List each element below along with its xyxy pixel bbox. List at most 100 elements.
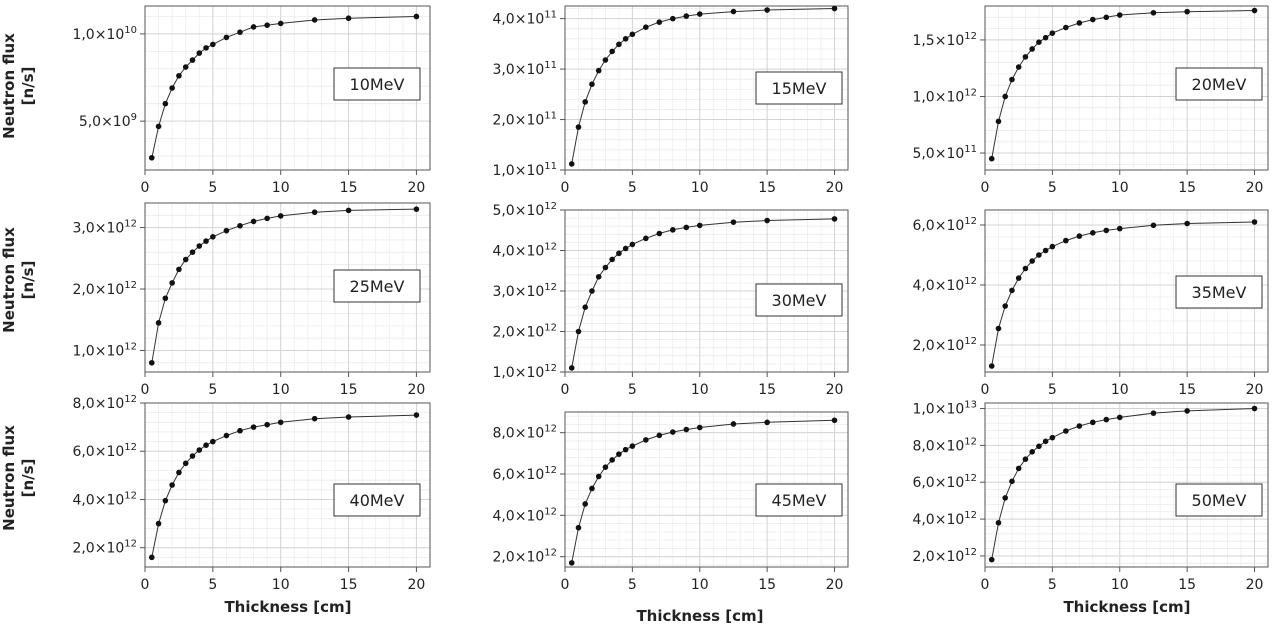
data-point [1090,419,1096,426]
y-tick-label: 8,0×1012 [912,436,977,454]
y-tick-label: 1,0×1012 [492,363,557,381]
data-point [609,457,615,463]
x-tick-label: 5 [1048,382,1057,398]
data-point [1103,14,1110,21]
data-point [311,209,318,216]
data-point [602,264,609,271]
x-tick-label: 20 [408,180,426,196]
data-point [210,234,216,240]
energy-label: 25MeV [350,277,405,296]
x-tick-label: 15 [340,180,358,196]
panel-45MeV: 0 5 10 15 20 2,0×1012 4,0×1012 6,0×1012 8,0×1012… [492,411,849,593]
series-line [571,8,835,164]
x-tick-label: 10 [1111,577,1129,593]
data-point [643,437,649,443]
panel-25MeV: 0 5 10 15 20 1,0×1012 2,0×1012 3,0×1012 25MeV [72,202,431,398]
x-tick-label: 5 [628,382,637,398]
data-point [670,15,676,22]
data-point [1042,247,1049,254]
y-tick-label: 1,0×1011 [492,161,557,179]
plot-frame [984,209,1269,373]
data-point [196,447,203,453]
data-point [345,207,352,214]
x-tick-label: 0 [981,577,990,593]
data-point [609,48,615,55]
data-point [196,50,203,56]
data-point [1049,243,1056,250]
data-point [589,485,595,492]
data-point [148,554,155,561]
data-point [223,432,230,439]
series-line [151,16,417,158]
y-tick-label: 4,0×1012 [72,490,137,508]
y-tick-label: 5,0×1012 [492,201,557,219]
data-point [264,22,270,28]
data-point [616,451,622,457]
panel-40MeV: 0 5 10 15 20 2,0×1012 4,0×1012 6,0×1012 8,0×1012… [72,394,431,593]
data-point [988,363,995,369]
data-point [413,412,420,418]
data-point [1251,219,1258,225]
data-point [622,446,629,453]
y-tick-label: 5,0×1011 [912,144,977,162]
x-tick-label: 0 [561,180,570,196]
data-point [413,206,420,212]
data-point [1022,265,1029,272]
data-point [155,123,162,130]
x-tick-label: 5 [1048,577,1057,593]
energy-label-box [755,283,843,317]
data-point [210,438,216,445]
x-tick-label: 15 [340,382,358,398]
data-point [250,218,257,225]
data-point [176,266,182,273]
panel-30MeV: 0 5 10 15 20 1,0×1012 2,0×1012 3,0×1012 4,0×1012… [492,201,849,398]
plot-frame [984,5,1269,171]
data-point [203,442,209,449]
y-tick-label: 1,0×1012 [72,341,137,359]
x-tick-label: 10 [691,180,709,196]
data-point [155,320,162,326]
data-point [182,460,189,467]
y-tick-label: 3,0×1012 [72,219,137,237]
x-tick-label: 5 [208,382,217,398]
plot-frame [144,5,431,171]
data-point [1150,222,1157,229]
y-tick-label: 8,0×1012 [72,394,137,412]
y-tick-label: 6,0×1012 [912,216,977,234]
data-point [589,81,595,88]
data-point [595,67,602,74]
data-point [237,427,243,434]
data-point [568,560,575,566]
data-point [1150,410,1157,416]
x-tick-label: 0 [561,382,570,398]
panel-20MeV: 0 5 10 15 20 5,0×1011 1,0×1012 1,5×1012 20MeV [912,5,1269,196]
data-point [831,216,838,222]
data-point [148,359,155,366]
data-point [988,556,995,563]
data-point [176,469,182,476]
data-point [995,519,1002,526]
data-point [831,5,838,12]
data-point [568,161,575,167]
data-point [223,227,230,234]
data-point [643,235,649,242]
x-tick-label: 20 [408,577,426,593]
row2-ylabel-line1: Neutron flux [0,227,18,333]
y-tick-label: 1,0×1013 [912,400,977,418]
series-line [571,419,835,563]
y-tick-label: 2,0×1012 [912,336,977,354]
row3-ylabel-line1: Neutron flux [0,425,18,531]
data-point [616,250,622,257]
data-point [237,29,243,35]
data-point [169,280,175,286]
x-tick-label: 20 [826,577,844,593]
data-point [264,421,270,428]
data-point [995,325,1002,332]
col3-xlabel: Thickness [cm] [1063,598,1190,616]
data-point [656,19,663,25]
data-point [250,24,257,30]
data-point [1049,30,1056,36]
x-tick-label: 5 [208,180,217,196]
panel-15MeV: 0 5 10 15 20 1,0×1011 2,0×1011 3,0×1011 4,0×1011… [492,5,849,196]
data-point [656,230,663,237]
